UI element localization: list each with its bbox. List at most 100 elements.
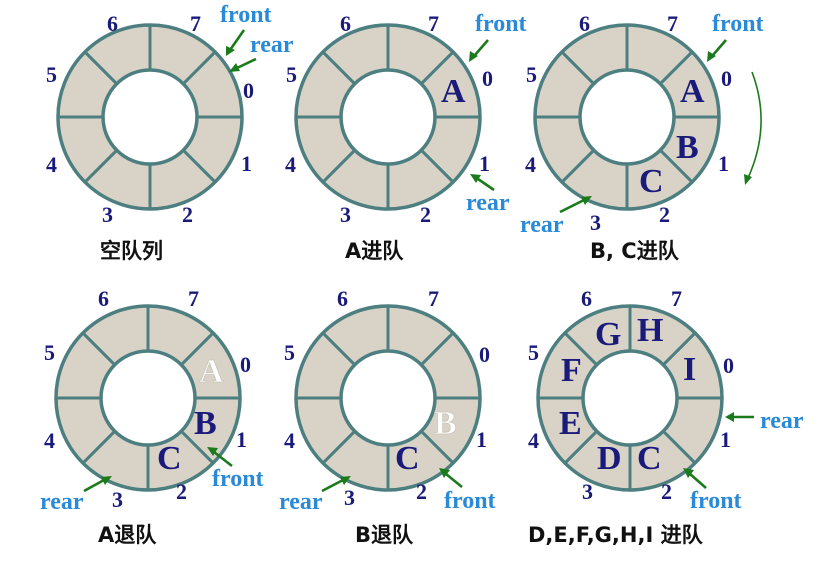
slot-index-2: 2 xyxy=(416,479,427,504)
rear-arrow xyxy=(229,57,257,72)
slot-element-7: H xyxy=(637,312,663,349)
slot-index-4: 4 xyxy=(525,152,536,177)
slot-index-3: 3 xyxy=(582,479,593,504)
front-arrow xyxy=(439,468,463,489)
slot-element-6: G xyxy=(595,316,621,353)
slot-element-2: C xyxy=(157,440,182,477)
slot-index-7: 7 xyxy=(428,286,439,311)
slot-index-2: 2 xyxy=(659,202,670,227)
rear-pointer-label: rear xyxy=(40,489,84,515)
rear-arrow xyxy=(559,196,592,214)
ring-outer-edge xyxy=(536,304,724,492)
rear-arrow xyxy=(321,476,351,493)
slot-index-7: 7 xyxy=(428,11,439,36)
ring-inner-hole xyxy=(99,349,197,447)
slot-element-1: B xyxy=(434,405,457,442)
ring xyxy=(294,23,482,211)
slot-index-4: 4 xyxy=(285,152,296,177)
panel-b-dequeued: B C 6 7 5 0 4 1 3 2 front rear B退队 xyxy=(279,286,496,547)
panel-empty-queue: 6 7 5 0 4 1 3 2 front rear 空队列 xyxy=(46,2,294,263)
slot-index-5: 5 xyxy=(284,340,295,365)
front-pointer-label: front xyxy=(690,488,742,514)
panel-caption: B, C进队 xyxy=(590,239,680,263)
slot-index-6: 6 xyxy=(340,11,351,36)
slot-index-1: 1 xyxy=(479,151,490,176)
rear-pointer-label: rear xyxy=(279,489,323,515)
slot-index-1: 1 xyxy=(718,151,729,176)
ring-outer-edge xyxy=(294,304,482,492)
slot-index-5: 5 xyxy=(526,62,537,87)
front-pointer-label: front xyxy=(220,2,272,28)
slot-index-7: 7 xyxy=(190,11,201,36)
panel-bc-enqueued: A B C 6 7 5 0 4 1 3 2 front rear xyxy=(520,11,764,263)
slot-element-3: D xyxy=(597,440,622,477)
slot-index-7: 7 xyxy=(667,11,678,36)
slot-index-5: 5 xyxy=(44,340,55,365)
rear-pointer-label: rear xyxy=(250,32,294,58)
slot-index-0: 0 xyxy=(721,66,732,91)
slot-index-6: 6 xyxy=(581,286,592,311)
slot-element-2: C xyxy=(637,440,662,477)
slot-index-1: 1 xyxy=(241,151,252,176)
slot-element-1: B xyxy=(676,129,699,166)
ring-inner-hole xyxy=(101,68,199,166)
slot-index-6: 6 xyxy=(98,286,109,311)
slot-index-4: 4 xyxy=(528,428,539,453)
slot-index-1: 1 xyxy=(236,427,247,452)
rear-arrow xyxy=(83,476,112,493)
slot-index-2: 2 xyxy=(661,479,672,504)
ring-inner-hole xyxy=(339,68,437,166)
ring-outer-edge xyxy=(54,304,242,492)
slot-index-7: 7 xyxy=(188,286,199,311)
slot-index-4: 4 xyxy=(44,428,55,453)
slot-element-2: C xyxy=(395,440,420,477)
front-arrow xyxy=(683,468,707,489)
panel-caption: 空队列 xyxy=(100,239,163,263)
slot-index-5: 5 xyxy=(286,62,297,87)
ring xyxy=(56,23,244,211)
slot-index-3: 3 xyxy=(112,487,123,512)
slot-index-3: 3 xyxy=(340,202,351,227)
slot-index-5: 5 xyxy=(528,340,539,365)
ring-outer-edge xyxy=(533,23,721,211)
rotation-direction-arrow xyxy=(744,71,762,185)
rear-pointer-label: rear xyxy=(466,190,510,216)
rear-pointer-label: rear xyxy=(520,212,564,238)
slot-element-0: A xyxy=(680,73,705,110)
front-arrow xyxy=(207,447,233,468)
panel-caption: A退队 xyxy=(98,523,157,547)
front-pointer-label: front xyxy=(475,11,527,37)
slot-index-0: 0 xyxy=(240,352,251,377)
panel-defghi-enqueued: G H I F E D C 6 7 5 0 4 1 3 2 front rear xyxy=(528,286,804,547)
ring-inner-hole xyxy=(581,349,679,447)
slot-index-6: 6 xyxy=(579,11,590,36)
slot-index-3: 3 xyxy=(102,202,113,227)
ring xyxy=(533,23,721,211)
front-pointer-label: front xyxy=(444,488,496,514)
slot-element-0: I xyxy=(683,351,696,388)
slot-index-6: 6 xyxy=(107,11,118,36)
front-pointer-label: front xyxy=(712,11,764,37)
slot-index-1: 1 xyxy=(720,427,731,452)
ring xyxy=(294,304,482,492)
rear-arrow xyxy=(470,174,495,192)
slot-index-0: 0 xyxy=(479,342,490,367)
ring xyxy=(536,304,724,492)
slot-index-6: 6 xyxy=(337,286,348,311)
slot-index-3: 3 xyxy=(590,210,601,235)
panel-a-dequeued: A B C 6 7 5 0 4 1 3 2 front rear A退队 xyxy=(40,286,264,547)
slot-index-3: 3 xyxy=(344,485,355,510)
front-pointer-label: front xyxy=(212,466,264,492)
slot-index-7: 7 xyxy=(671,286,682,311)
slot-index-0: 0 xyxy=(723,353,734,378)
slot-index-2: 2 xyxy=(420,202,431,227)
slot-index-2: 2 xyxy=(176,479,187,504)
ring xyxy=(54,304,242,492)
slot-index-1: 1 xyxy=(476,427,487,452)
ring-inner-hole xyxy=(578,68,676,166)
rear-pointer-label: rear xyxy=(760,408,804,434)
slot-element-4: E xyxy=(559,405,582,442)
front-arrow xyxy=(226,29,246,56)
slot-element-5: F xyxy=(561,352,582,389)
slot-element-0: A xyxy=(441,73,466,110)
